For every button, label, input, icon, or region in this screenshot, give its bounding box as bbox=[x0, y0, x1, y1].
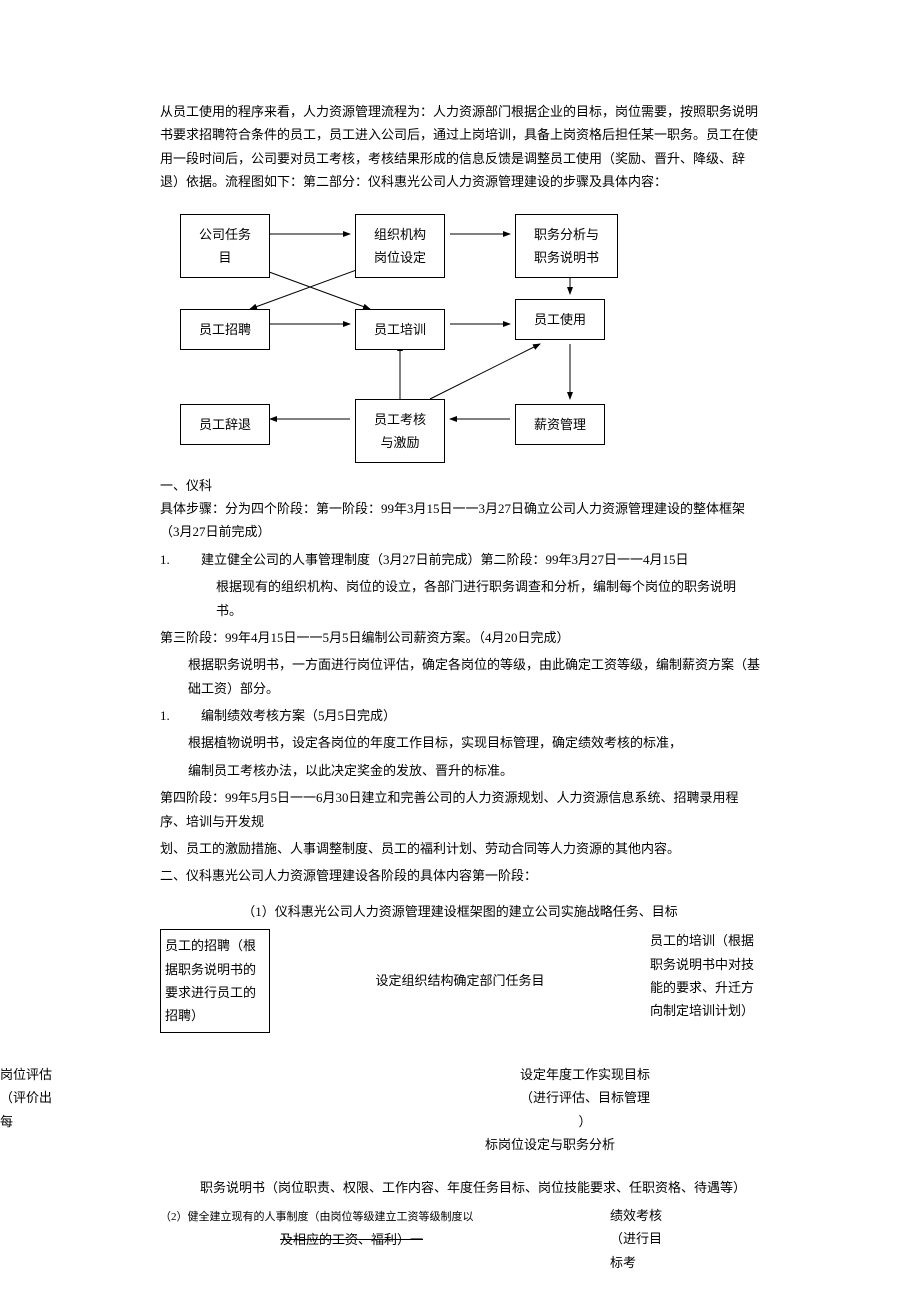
struck-text: 及相应的工资、福利）一 bbox=[280, 1232, 423, 1247]
job-setting: 标岗位设定与职务分析 bbox=[340, 1133, 760, 1156]
col-training: 员工的培训（根据职务说明书中对技能的要求、升迁方向制定培训计划） bbox=[650, 929, 760, 1023]
perf-assess: 绩效考核（进行目标考 bbox=[610, 1204, 670, 1274]
paren-close: ） bbox=[410, 1110, 760, 1133]
stage4-cont: 划、员工的激励措施、人事调整制度、员工的福利计划、劳动合同等人力资源的其他内容。 bbox=[160, 837, 760, 860]
flowchart: 公司任务目 组织机构岗位设定 职务分析与职务说明书 员工招聘 员工培训 员工使用… bbox=[160, 204, 760, 464]
step1: 1. 建立健全公司的人事管理制度（3月27日前完成）第二阶段：99年3月27日一… bbox=[160, 548, 760, 571]
step1-sub: 根据现有的组织机构、岗位的设立，各部门进行职务调查和分析，编制每个岗位的职务说明… bbox=[216, 575, 760, 622]
footnote-2: （2）健全建立现有的人事制度（由岗位等级建立工资等级制度以 bbox=[160, 1211, 474, 1223]
step1-text: 建立健全公司的人事管理制度（3月27日前完成）第二阶段：99年3月27日一一4月… bbox=[201, 552, 689, 567]
step2-num: 1. bbox=[160, 708, 170, 723]
footer-block: 职务说明书（岗位职责、权限、工作内容、年度任务目标、岗位技能要求、任职资格、待遇… bbox=[160, 1176, 760, 1251]
step2-sub2: 编制员工考核办法，以此决定奖金的发放、晋升的标准。 bbox=[188, 759, 760, 782]
framework-title: （1）仪科惠光公司人力资源管理建设框架图的建立公司实施战略任务、目标 bbox=[160, 900, 760, 923]
step2: 1. 编制绩效考核方案（5月5日完成） bbox=[160, 704, 760, 727]
box-job-analysis: 职务分析与职务说明书 bbox=[515, 214, 618, 279]
section2-heading: 二、仪科惠光公司人力资源管理建设各阶段的具体内容第一阶段： bbox=[160, 864, 760, 887]
box-training: 员工培训 bbox=[355, 309, 445, 350]
annual-target: 设定年度工作实现目标 bbox=[410, 1063, 760, 1086]
steps-intro: 具体步骤：分为四个阶段：第一阶段：99年3月15日一一3月27日确立公司人力资源… bbox=[160, 497, 760, 544]
box-assessment: 员工考核与激励 bbox=[355, 399, 445, 464]
box-employee-use: 员工使用 bbox=[515, 299, 605, 340]
lower-block: 岗位评估（评价出每 设定年度工作实现目标 （进行评估、目标管理 ） 标岗位设定与… bbox=[160, 1063, 760, 1157]
step2-sub1: 根据植物说明书，设定各岗位的年度工作目标，实现目标管理，确定绩效考核的标准， bbox=[188, 731, 760, 754]
job-desc-line: 职务说明书（岗位职责、权限、工作内容、年度任务目标、岗位技能要求、任职资格、待遇… bbox=[200, 1176, 760, 1199]
stage3-sub: 根据职务说明书，一方面进行岗位评估，确定各岗位的等级，由此确定工资等级，编制薪资… bbox=[188, 653, 760, 700]
box-dismiss: 员工辞退 bbox=[180, 404, 270, 445]
stage4: 第四阶段：99年5月5日一一6月30日建立和完善公司的人力资源规划、人力资源信息… bbox=[160, 786, 760, 833]
section1-label: 一、仪科 bbox=[160, 474, 760, 497]
job-eval-label: 岗位评估（评价出每 bbox=[0, 1063, 60, 1133]
framework-row: 员工的招聘（根据职务说明书的要求进行员工的招聘） 设定组织结构确定部门任务目 员… bbox=[160, 929, 760, 1033]
col-mid: 设定组织结构确定部门任务目 bbox=[270, 929, 650, 992]
intro-paragraph: 从员工使用的程序来看，人力资源管理流程为：人力资源部门根据企业的目标，岗位需要，… bbox=[160, 100, 760, 194]
box-recruit: 员工招聘 bbox=[180, 309, 270, 350]
col-recruit: 员工的招聘（根据职务说明书的要求进行员工的招聘） bbox=[160, 929, 270, 1033]
box-company-mission: 公司任务目 bbox=[180, 214, 270, 279]
step2-text: 编制绩效考核方案（5月5日完成） bbox=[201, 708, 396, 723]
box-org-structure: 组织机构岗位设定 bbox=[355, 214, 445, 279]
eval-mgmt: （进行评估、目标管理 bbox=[410, 1086, 760, 1109]
stage3: 第三阶段：99年4月15日一一5月5日编制公司薪资方案。（4月20日完成） bbox=[160, 626, 760, 649]
box-salary: 薪资管理 bbox=[515, 404, 605, 445]
step1-num: 1. bbox=[160, 552, 170, 567]
